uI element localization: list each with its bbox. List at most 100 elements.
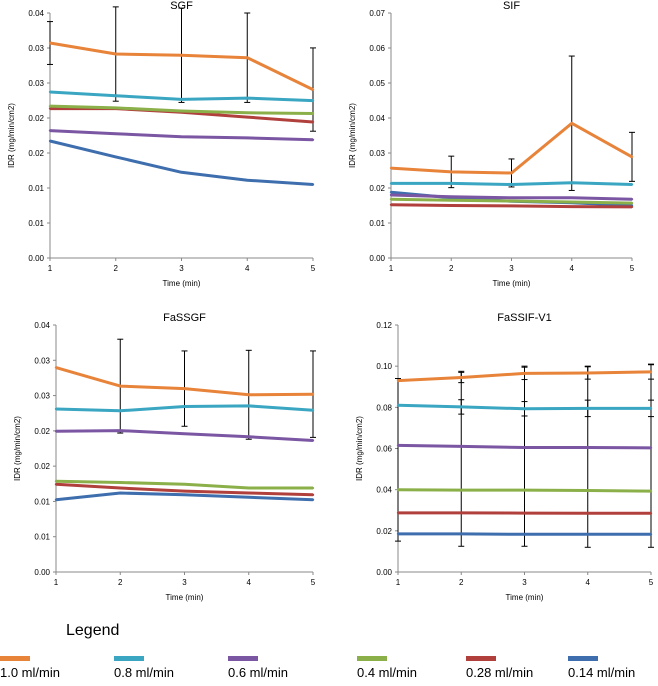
y-tick-label: 0.00	[376, 568, 392, 577]
data-point	[586, 489, 589, 492]
data-point	[389, 191, 393, 194]
data-point	[119, 491, 122, 495]
legend-swatch	[0, 656, 30, 661]
data-point	[460, 532, 463, 536]
data-point	[119, 384, 122, 388]
data-point	[510, 171, 513, 175]
chart-title: FaSSIF-V1	[497, 312, 551, 324]
y-tick-label: 0.02	[376, 527, 392, 536]
y-tick-label: 0.04	[369, 114, 385, 123]
data-point	[247, 486, 250, 490]
data-point	[183, 387, 186, 390]
data-point	[510, 199, 513, 203]
data-point	[180, 171, 183, 174]
data-point	[114, 155, 117, 159]
legend-item-0-8: 0.8 ml/min	[114, 650, 224, 684]
data-point	[460, 376, 463, 379]
y-tick-label: 0.12	[376, 321, 392, 330]
data-point	[460, 405, 463, 409]
y-tick-label: 0.00	[28, 254, 44, 263]
data-point	[247, 435, 250, 438]
y-tick-label: 0.10	[376, 362, 392, 371]
data-point	[523, 407, 526, 410]
data-point	[183, 493, 186, 497]
data-point	[570, 122, 573, 125]
data-point	[586, 446, 589, 449]
data-point	[460, 445, 463, 448]
x-tick-label: 1	[48, 264, 53, 273]
x-tick-label: 2	[118, 578, 123, 587]
series-line-0-28-ml-min	[55, 482, 314, 497]
x-tick-label: 1	[54, 578, 59, 587]
x-axis-label: Time (min)	[166, 593, 204, 602]
data-point	[311, 88, 315, 91]
x-axis-label: Time (min)	[493, 279, 531, 288]
y-tick-label: 0.01	[34, 533, 50, 542]
x-axis-label: Time (min)	[506, 593, 544, 602]
y-tick-label: 0.04	[28, 9, 44, 18]
data-point	[450, 182, 453, 185]
data-point	[247, 496, 250, 499]
legend-item-1-0: 1.0 ml/min	[0, 650, 110, 684]
data-point	[450, 199, 453, 202]
data-point	[246, 56, 249, 59]
data-point	[523, 511, 526, 515]
data-point	[630, 205, 634, 209]
x-tick-label: 3	[182, 578, 187, 587]
y-tick-label: 0.01	[369, 219, 385, 228]
y-tick-label: 0.03	[28, 79, 44, 88]
data-point	[311, 439, 315, 442]
x-axis-label: Time (min)	[163, 279, 201, 288]
legend: Legend 1.0 ml/min 0.8 ml/min 0.6 ml/min …	[0, 612, 658, 686]
data-point	[48, 41, 52, 45]
chart-title: SGF	[170, 0, 193, 12]
data-point	[246, 96, 249, 100]
y-tick-label: 0.06	[369, 44, 385, 53]
data-point	[570, 200, 573, 204]
legend-item-0-14: 0.14 ml/min	[568, 650, 658, 684]
data-point	[180, 135, 183, 138]
data-point	[396, 379, 400, 382]
data-point	[523, 533, 526, 536]
data-point	[396, 444, 400, 447]
data-point	[183, 405, 186, 408]
y-tick-label: 0.02	[28, 114, 44, 123]
x-tick-label: 2	[459, 578, 464, 587]
x-tick-label: 3	[522, 578, 527, 587]
data-point	[510, 183, 513, 186]
data-point	[586, 371, 589, 375]
chart-title: SIF	[503, 0, 520, 12]
idr-charts-svg: SGF 0.00 0.01 0.01 0.02 0.02 0.03 0.03 0.04 1 2 3 4 5…	[7, 0, 654, 602]
chart-panel-sgf: SGF 0.00 0.01 0.01 0.02 0.02 0.03 0.03 0.04 1 2 3 4 5…	[7, 0, 316, 288]
data-point	[630, 155, 634, 159]
y-tick-label: 0.01	[28, 184, 44, 193]
y-tick-label: 0.08	[376, 403, 392, 412]
y-tick-label: 0.01	[34, 497, 50, 506]
data-point	[119, 481, 122, 484]
series-line-0-6-ml-min	[55, 429, 314, 442]
data-point	[460, 511, 463, 515]
x-tick-label: 5	[311, 578, 316, 587]
data-point	[649, 533, 653, 536]
y-tick-label: 0.06	[376, 445, 392, 454]
y-tick-label: 0.00	[369, 254, 385, 263]
data-point	[114, 106, 117, 110]
data-point	[586, 512, 589, 515]
y-tick-label: 0.03	[34, 356, 50, 365]
x-tick-label: 3	[509, 264, 514, 273]
y-tick-label: 0.04	[376, 486, 392, 495]
data-point	[311, 493, 315, 497]
data-point	[246, 136, 249, 140]
data-point	[630, 183, 634, 186]
y-axis-label: IDR (mg/min/cm2)	[7, 103, 16, 168]
data-point	[54, 430, 58, 433]
data-point	[450, 170, 453, 174]
legend-item-0-28: 0.28 ml/min	[466, 650, 576, 684]
data-point	[523, 488, 526, 492]
data-point	[247, 491, 250, 495]
data-point	[311, 138, 315, 141]
data-point	[247, 393, 250, 396]
data-point	[54, 366, 58, 369]
data-point	[183, 489, 186, 493]
x-tick-label: 3	[179, 264, 184, 273]
